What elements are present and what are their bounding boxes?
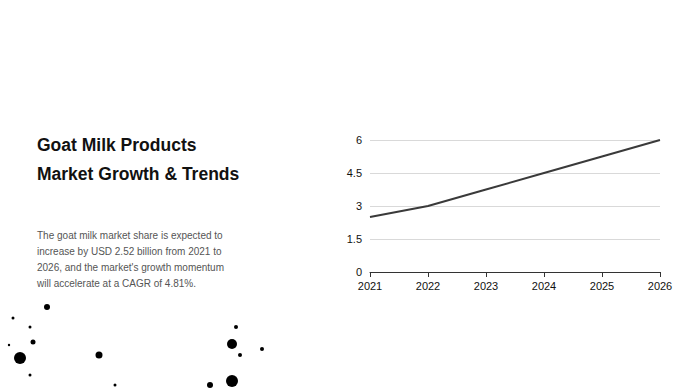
svg-text:2021: 2021	[358, 280, 382, 292]
svg-text:6: 6	[356, 134, 362, 146]
svg-text:1.5: 1.5	[347, 233, 362, 245]
html-text:Goat Milk Products: Goat Milk Products	[37, 135, 197, 155]
svg-text:2023: 2023	[474, 280, 498, 292]
svg-text:0: 0	[356, 266, 362, 278]
svg-text:2024: 2024	[532, 280, 556, 292]
html-text:The goat milk market share is: The goat milk market share is expected t…	[37, 230, 223, 241]
svg-text:4.5: 4.5	[347, 167, 362, 179]
svg-text:3: 3	[356, 200, 362, 212]
svg-text:2026: 2026	[648, 280, 672, 292]
html-text:Market Growth & Trends: Market Growth & Trends	[37, 164, 240, 184]
html-text:will accelerate at a CAGR of 4: will accelerate at a CAGR of 4.81%.	[37, 278, 196, 289]
html-text:2026, and the market's growth: 2026, and the market's growth momentum	[37, 262, 224, 273]
svg-text:2022: 2022	[416, 280, 440, 292]
svg-text:2025: 2025	[590, 280, 614, 292]
html-text:increase by USD 2.52 billion f: increase by USD 2.52 billion from 2021 t…	[37, 246, 222, 257]
